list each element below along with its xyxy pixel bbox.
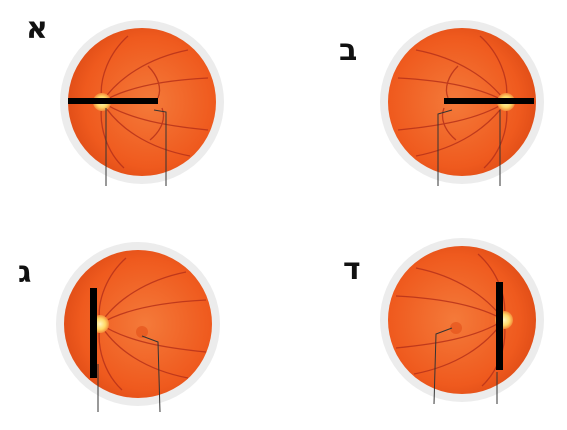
fundus-image-aleph [58, 18, 238, 190]
label-aleph: א [26, 11, 48, 46]
label-bet: ב [339, 33, 358, 68]
label-gimel: ג [18, 255, 32, 290]
vertical-marker-bar [90, 288, 97, 378]
label-dalet: ד [343, 252, 361, 287]
vertical-marker-bar [496, 282, 503, 370]
fundus-image-gimel [54, 240, 234, 415]
horizontal-marker-bar [68, 98, 158, 104]
pointer-lines [433, 327, 498, 405]
horizontal-marker-bar [444, 98, 534, 104]
pointer-lines [437, 109, 501, 186]
fundus-image-dalet [378, 236, 558, 411]
fundus-image-bet [378, 18, 558, 190]
pointer-lines [105, 108, 167, 186]
pointer-lines [97, 335, 161, 413]
